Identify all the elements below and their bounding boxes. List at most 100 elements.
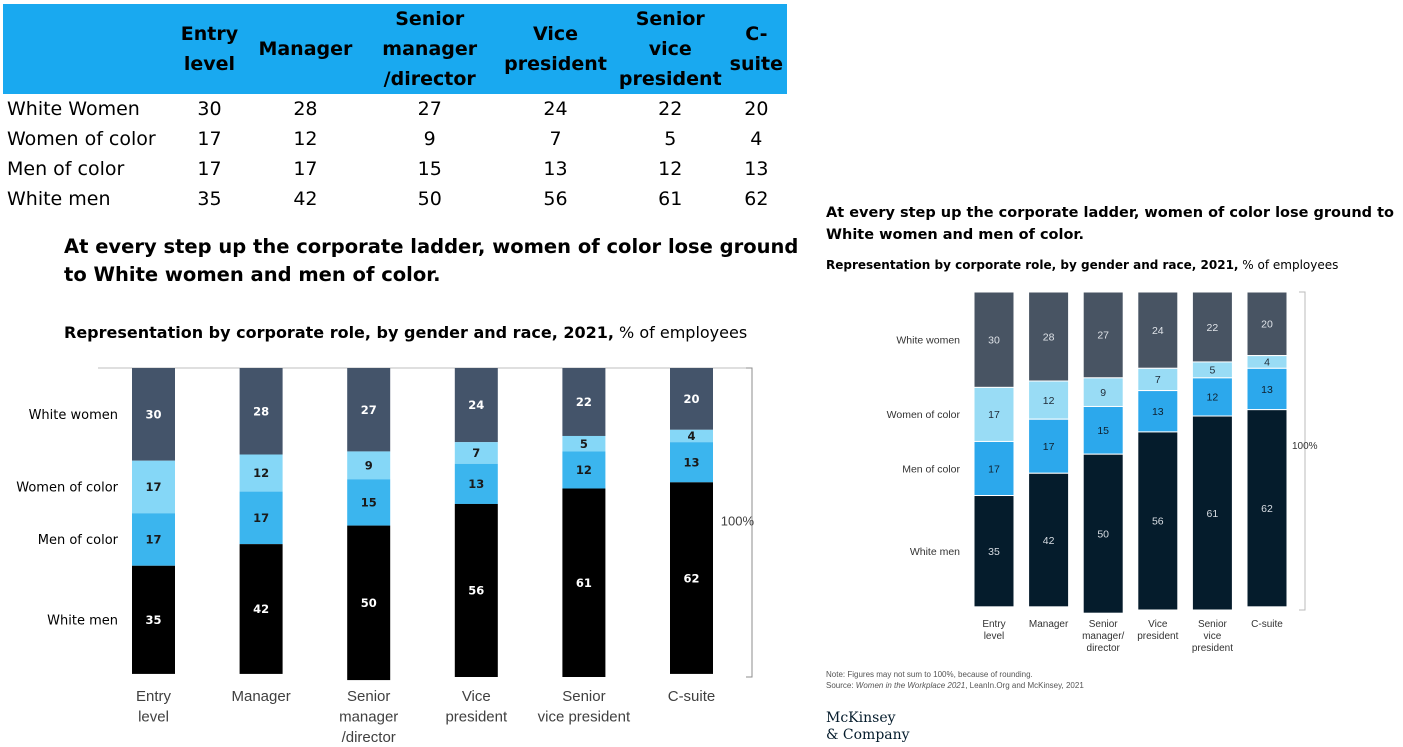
bracket: [746, 367, 753, 678]
subtitle-bold: Representation by corporate role, by gen…: [826, 258, 1239, 272]
category-label: Senior: [347, 688, 390, 705]
table-cell: 61: [658, 188, 683, 210]
bar-segment: [239, 491, 283, 545]
bar-segment: [1137, 390, 1179, 433]
col-header-entry-level: Entry level: [171, 4, 247, 94]
category-label: /director: [342, 729, 396, 746]
row-label: White men: [7, 188, 111, 210]
bar-segment: [347, 479, 391, 526]
col-header-senior-vice-president: Senior vice president: [615, 4, 726, 94]
data-label: 27: [361, 403, 377, 417]
data-label: 7: [1155, 374, 1161, 386]
bar-segment: [1246, 367, 1288, 411]
category-label: C-suite: [668, 688, 716, 705]
data-label: 4: [1264, 357, 1270, 369]
table-cell: 22: [658, 98, 683, 120]
bar-segment: [1082, 405, 1124, 455]
bar-segment: [1028, 418, 1070, 474]
data-label: 50: [1097, 528, 1109, 540]
data-label: 35: [988, 546, 1000, 558]
row-label: Men of color: [7, 158, 125, 180]
data-label: 24: [1152, 325, 1164, 337]
bar-segment: [670, 482, 713, 674]
bar-segment: [1028, 472, 1070, 608]
header-line: president: [618, 68, 722, 90]
row-label: Women of color: [7, 128, 156, 150]
bar-segment: [562, 488, 606, 677]
data-label: 17: [145, 480, 161, 494]
category-label: vice president: [538, 709, 631, 726]
data-label: 42: [253, 602, 269, 616]
header-line: Vice: [533, 23, 579, 45]
note-text: Note: Figures may not sum to 100%, becau…: [826, 670, 1033, 679]
bar-segment: [347, 451, 391, 480]
bar-segment: [132, 368, 175, 461]
table-cell: 50: [417, 188, 442, 210]
left-chart-subtitle: Representation by corporate role, by gen…: [64, 323, 747, 342]
bar-segment: [1028, 380, 1070, 420]
data-label: 12: [576, 463, 592, 477]
col-header-c-suite: C-suite: [726, 4, 787, 94]
chart-note: Note: Figures may not sum to 100%, becau…: [826, 669, 1084, 691]
category-label: Senior: [562, 688, 605, 705]
category-label: level: [138, 709, 169, 726]
data-label: 17: [988, 463, 1000, 475]
source-prefix: Source:: [826, 681, 856, 690]
bar-segment: [670, 429, 713, 443]
data-label: 15: [361, 496, 377, 510]
data-table: Entry level Manager Senior manager /dire…: [3, 4, 787, 214]
data-label: 12: [1207, 392, 1219, 404]
category-label: Senior: [1089, 619, 1119, 630]
data-label: 17: [1043, 441, 1055, 453]
bar-segment: [670, 442, 713, 483]
bar-segment: [347, 525, 391, 681]
data-label: 13: [468, 477, 484, 491]
category-label: Manager: [1029, 619, 1069, 630]
bar-segment: [347, 368, 391, 452]
data-label: 22: [576, 395, 592, 409]
legend-label: White women: [29, 408, 118, 423]
bar-segment: [1137, 431, 1179, 611]
data-label: 15: [1097, 425, 1109, 437]
data-label: 30: [145, 407, 161, 421]
legend-label: White men: [910, 546, 960, 558]
mckinsey-logo: McKinsey & Company: [826, 710, 910, 744]
data-label: 62: [683, 571, 699, 585]
data-label: 9: [365, 458, 373, 472]
data-label: 22: [1207, 322, 1219, 334]
table-cell: 17: [293, 158, 318, 180]
table-cell: 56: [543, 188, 568, 210]
data-label: 9: [1100, 387, 1106, 399]
data-label: 4: [687, 429, 695, 443]
header-line: C-suite: [729, 23, 783, 75]
bracket-label: 100%: [721, 514, 755, 529]
header-line: vice: [648, 38, 692, 60]
legend-label: White men: [47, 614, 118, 629]
col-header-manager: Manager: [248, 4, 364, 94]
bar-segment: [132, 513, 175, 566]
bracket: [1299, 291, 1306, 611]
data-label: 62: [1261, 503, 1273, 515]
data-label: 12: [1043, 395, 1055, 407]
subtitle-unit: % of employees: [1238, 258, 1339, 272]
right-chart-title: At every step up the corporate ladder, w…: [826, 205, 1394, 243]
data-label: 30: [988, 334, 1000, 346]
table-header-row: Entry level Manager Senior manager /dire…: [3, 4, 787, 94]
bar-segment: [132, 460, 175, 514]
table-cell: 13: [543, 158, 568, 180]
table-cell: 7: [549, 128, 562, 150]
data-label: 17: [988, 409, 1000, 421]
table-cell: 12: [293, 128, 318, 150]
category-label: president: [1137, 631, 1178, 642]
header-line: Manager: [258, 38, 353, 60]
header-line: /director: [383, 68, 476, 90]
subtitle-unit: % of employees: [613, 323, 748, 342]
logo-line: McKinsey: [826, 710, 896, 726]
data-label: 42: [1043, 535, 1055, 547]
data-label: 24: [468, 398, 484, 412]
source-title: Women in the Workplace 2021: [855, 681, 966, 690]
table-cell: 4: [750, 128, 763, 150]
data-label: 50: [361, 596, 377, 610]
header-line: president: [504, 53, 607, 75]
